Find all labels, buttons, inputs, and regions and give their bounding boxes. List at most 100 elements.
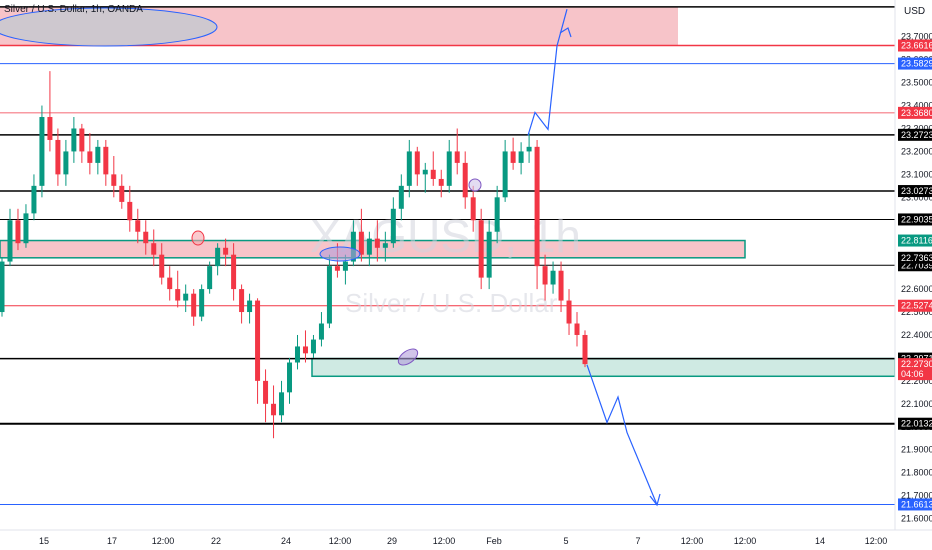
current-price-countdown: 04:06 <box>901 369 924 379</box>
candle-body-56 <box>446 151 452 186</box>
watermark-name: Silver / U.S. Dollar <box>345 288 558 318</box>
candle-body-33 <box>263 380 269 404</box>
price-tag-3: 23.36809 <box>901 108 932 118</box>
projection-down-path <box>586 364 658 505</box>
price-tag-2-bg <box>898 57 932 70</box>
y-tick-15: 22.20000 <box>901 376 932 386</box>
candle-body-46 <box>366 238 372 255</box>
y-tick-11: 22.60000 <box>901 284 932 294</box>
candle-body-70 <box>558 270 564 301</box>
annotations <box>0 7 482 366</box>
candle-body-65 <box>518 151 524 163</box>
price-tag-7: 22.70390 <box>901 260 932 270</box>
candle-body-32 <box>255 300 261 381</box>
candle-body-43 <box>342 261 348 271</box>
x-tick-3: 22 <box>211 536 221 546</box>
x-tick-7: 12:00 <box>433 536 456 546</box>
candle-body-9 <box>71 128 77 152</box>
price-tag-8: 22.52743 <box>901 301 932 311</box>
y-tick-16: 22.10000 <box>901 399 932 409</box>
y-tick-3: 23.40000 <box>901 101 932 111</box>
highlight-ellipse-mid <box>319 246 361 262</box>
candle-body-71 <box>566 300 572 324</box>
price-tag-11-bg <box>898 498 932 511</box>
price-tag-4-bg <box>898 128 932 141</box>
x-tick-5: 12:00 <box>329 536 352 546</box>
price-tag-1-bg <box>898 39 932 52</box>
price-tag-2: 23.58295 <box>901 59 932 69</box>
y-tick-13: 22.40000 <box>901 330 932 340</box>
y-tick-5: 23.20000 <box>901 146 932 156</box>
zone-price-tag-1-bg <box>898 251 932 264</box>
candle-body-73 <box>582 334 588 365</box>
time-scale[interactable] <box>0 530 932 550</box>
price-tag-8-bg <box>898 299 932 312</box>
y-tick-2: 23.50000 <box>901 78 932 88</box>
y-tick-7: 23.00000 <box>901 192 932 202</box>
time-scale-ticks: 15 17 12:00 22 24 12:00 29 12:00 Feb 5 7 12:00 12:00… <box>39 536 887 546</box>
candle-body-20 <box>159 254 165 278</box>
candle-body-57 <box>454 151 460 163</box>
candle-body-6 <box>47 117 53 140</box>
price-tag-5-bg <box>898 185 932 198</box>
y-tick-21: 21.60000 <box>901 514 932 524</box>
x-tick-9: 5 <box>563 536 568 546</box>
price-tag-1: 23.66168 <box>901 41 932 51</box>
candle-body-49 <box>390 208 396 244</box>
x-tick-11: 12:00 <box>681 536 704 546</box>
candle-body-4 <box>31 185 37 214</box>
candle-body-62 <box>494 197 500 232</box>
candle-body-1 <box>7 220 13 262</box>
y-tick-19: 21.80000 <box>901 468 932 478</box>
zone-price-tag-1: 22.73635 <box>901 253 932 263</box>
x-tick-13: 14 <box>815 536 825 546</box>
candle-body-72 <box>574 323 580 335</box>
candle-body-61 <box>486 231 492 278</box>
candle-body-44 <box>350 231 356 262</box>
chart-title: Silver / U.S. Dollar, 1h, OANDA <box>4 4 143 15</box>
candle-body-53 <box>422 169 428 175</box>
candle-body-55 <box>438 178 444 186</box>
x-tick-12: 12:00 <box>734 536 757 546</box>
candle-body-10 <box>79 128 85 152</box>
candle-body-39 <box>310 339 316 354</box>
x-tick-0: 15 <box>39 536 49 546</box>
candle-body-5 <box>39 117 45 186</box>
price-tag-10: 22.01325 <box>901 419 932 429</box>
candle-body-18 <box>143 231 149 244</box>
candle-body-31 <box>247 300 253 313</box>
x-tick-10: 7 <box>635 536 640 546</box>
x-tick-1: 17 <box>107 536 117 546</box>
highlight-ellipse-top <box>0 7 218 47</box>
y-tick-12: 22.50000 <box>901 307 932 317</box>
candle-body-66 <box>526 146 532 152</box>
candle-body-63 <box>502 151 508 198</box>
candle-body-17 <box>135 220 141 232</box>
candle-body-37 <box>294 346 300 363</box>
projections <box>527 9 661 507</box>
projection-down-arrowhead <box>649 493 661 507</box>
candles <box>0 71 588 439</box>
candle-body-22 <box>175 289 181 301</box>
candle-body-69 <box>550 270 556 285</box>
candle-body-52 <box>414 151 420 175</box>
candle-body-38 <box>302 346 308 354</box>
x-tick-2: 12:00 <box>152 536 175 546</box>
candle-body-41 <box>326 266 332 324</box>
candle-body-26 <box>207 266 213 290</box>
candle-body-35 <box>279 392 285 416</box>
currency-label: USD <box>904 6 925 17</box>
candle-body-27 <box>215 247 221 267</box>
candle-body-7 <box>55 139 61 175</box>
price-tag-4: 23.27236 <box>901 130 932 140</box>
y-tick-18: 21.90000 <box>901 445 932 455</box>
candle-body-13 <box>103 146 109 175</box>
x-tick-4: 24 <box>281 536 291 546</box>
candle-body-54 <box>430 169 436 179</box>
y-tick-4: 23.30000 <box>901 123 932 133</box>
candle-body-3 <box>23 213 29 244</box>
zone-1 <box>0 239 746 259</box>
